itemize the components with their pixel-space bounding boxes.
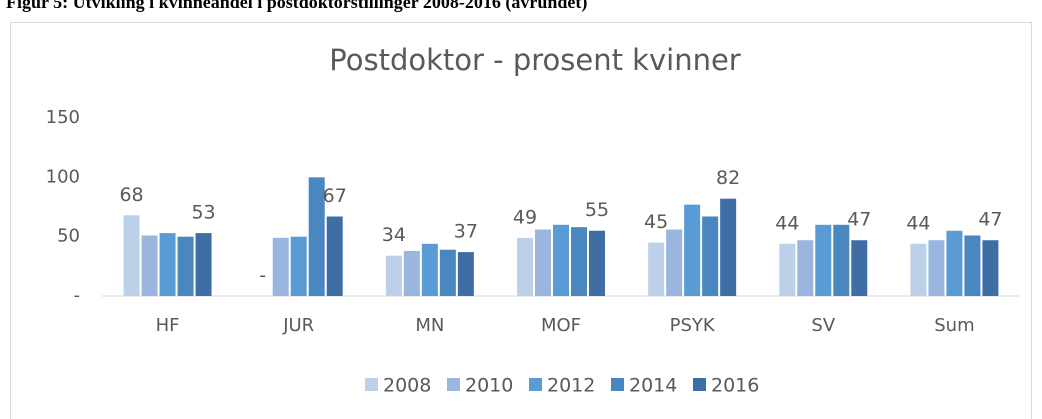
bar bbox=[517, 237, 533, 296]
bar bbox=[815, 224, 832, 296]
y-tick-label: 150 bbox=[46, 107, 80, 128]
data-label: 44 bbox=[775, 212, 799, 234]
bar bbox=[946, 230, 963, 296]
bar bbox=[159, 233, 176, 296]
data-label: 34 bbox=[382, 224, 406, 246]
bar bbox=[589, 230, 605, 296]
bar bbox=[385, 255, 402, 296]
data-label: 49 bbox=[513, 206, 537, 228]
x-tick-label: Sum bbox=[934, 315, 974, 336]
bar bbox=[141, 235, 158, 296]
figure-caption: Figur 5: Utvikling i kvinneandel i postd… bbox=[6, 0, 587, 13]
data-label: 44 bbox=[906, 212, 930, 234]
legend-swatch bbox=[611, 378, 624, 391]
bar bbox=[982, 240, 999, 296]
legend-label: 2010 bbox=[465, 375, 513, 397]
bar bbox=[308, 177, 325, 296]
legend-swatch bbox=[365, 378, 378, 391]
y-tick-label: 100 bbox=[46, 166, 80, 187]
bar bbox=[928, 240, 945, 296]
x-tick-label: MN bbox=[415, 315, 444, 336]
bar bbox=[702, 216, 719, 296]
data-label: 53 bbox=[191, 202, 215, 224]
data-label: 68 bbox=[119, 184, 143, 206]
legend-label: 2008 bbox=[383, 375, 431, 397]
bar bbox=[910, 243, 927, 296]
bar bbox=[779, 243, 796, 296]
bar bbox=[272, 237, 289, 296]
data-label: 82 bbox=[716, 167, 740, 189]
bar bbox=[403, 250, 420, 296]
data-label: 47 bbox=[847, 209, 871, 231]
data-label: 55 bbox=[585, 199, 609, 221]
bar bbox=[553, 224, 569, 296]
bar bbox=[797, 240, 814, 296]
y-tick-label: - bbox=[74, 285, 81, 306]
bar bbox=[964, 235, 981, 296]
data-label: 37 bbox=[454, 221, 478, 243]
bar bbox=[535, 229, 551, 296]
bar bbox=[457, 252, 474, 296]
bar bbox=[290, 236, 307, 296]
x-tick-label: PSYK bbox=[670, 315, 716, 336]
data-label: - bbox=[259, 265, 266, 287]
legend-swatch bbox=[693, 378, 706, 391]
legend-swatch bbox=[529, 378, 542, 391]
data-label: 67 bbox=[323, 185, 347, 207]
legend-swatch bbox=[447, 378, 460, 391]
bar bbox=[177, 236, 194, 296]
legend-label: 2016 bbox=[711, 375, 759, 397]
bar bbox=[684, 204, 701, 296]
bar bbox=[648, 242, 665, 296]
bar bbox=[439, 249, 456, 296]
bar bbox=[666, 229, 683, 296]
y-tick-label: 50 bbox=[57, 226, 80, 247]
legend-label: 2012 bbox=[547, 375, 595, 397]
chart-title: Postdoktor - prosent kvinner bbox=[329, 43, 741, 77]
bar bbox=[195, 233, 212, 296]
bar bbox=[571, 227, 587, 296]
bar bbox=[421, 243, 438, 296]
data-label: 47 bbox=[978, 209, 1002, 231]
bar bbox=[833, 224, 850, 296]
bar bbox=[123, 215, 140, 296]
x-tick-label: JUR bbox=[282, 315, 314, 336]
data-label: 45 bbox=[644, 211, 668, 233]
bar bbox=[851, 240, 868, 296]
x-tick-label: MOF bbox=[541, 315, 581, 336]
bar bbox=[326, 216, 343, 296]
x-tick-label: HF bbox=[156, 315, 180, 336]
bar bbox=[720, 198, 737, 296]
legend-label: 2014 bbox=[629, 375, 677, 397]
x-tick-label: SV bbox=[811, 315, 835, 336]
chart-border bbox=[10, 22, 1032, 419]
